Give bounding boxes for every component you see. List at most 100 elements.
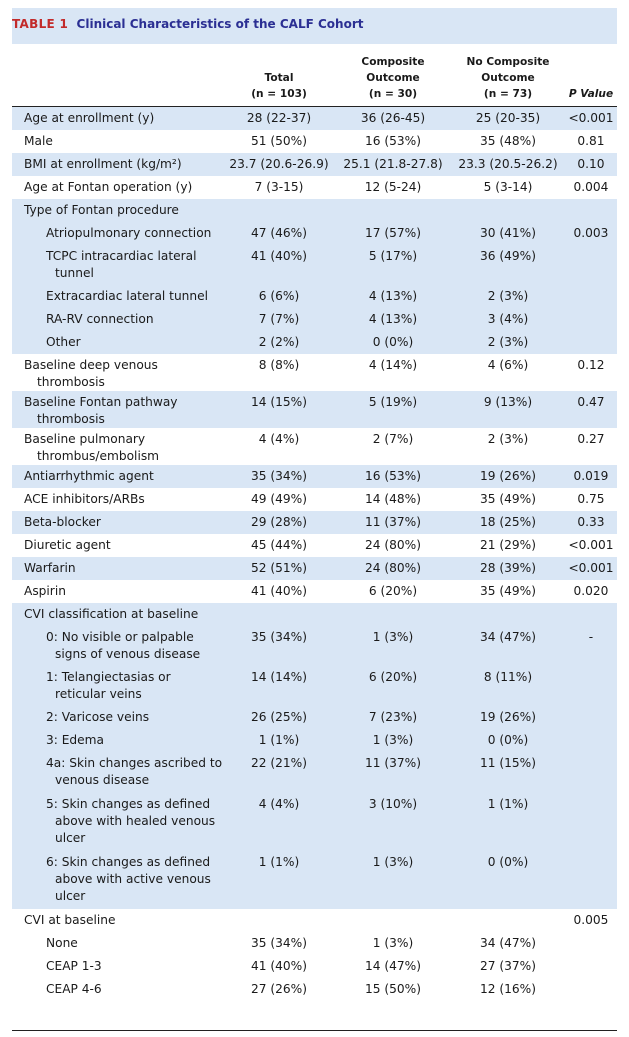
cell-p: <0.001 <box>565 556 617 580</box>
cell-nocomp: 34 (47%) <box>451 625 565 666</box>
cell-comp: 4 (14%) <box>368 357 418 372</box>
header-no-composite: No Composite Outcome (n = 73) <box>451 44 565 107</box>
cell-p: <0.001 <box>565 106 617 130</box>
cell-comp: 11 (37%) <box>335 510 451 534</box>
cell-comp: 16 (53%) <box>335 464 451 488</box>
cell-p: 0.004 <box>573 179 609 194</box>
row-label: CVI at baseline <box>24 912 116 927</box>
table-row: Warfarin 52 (51%) 24 (80%) 28 (39%) <0.001 <box>12 556 617 580</box>
row-label-cell: 4a: Skin changes ascribed to venous dise… <box>12 751 223 793</box>
cell-comp: 12 (5-24) <box>364 179 422 194</box>
cell-total <box>223 198 335 222</box>
table-body: Age at enrollment (y) 28 (22-37) 36 (26-45… <box>12 106 617 1001</box>
row-label-cell: 2: Varicose veins <box>12 705 223 729</box>
header-composite: Composite Outcome (n = 30) <box>335 44 451 107</box>
cell-nocomp: 11 (15%) <box>451 751 565 793</box>
row-label-cell: TCPC intracardiac lateral tunnel <box>12 244 223 285</box>
row-label: 2: Varicose veins <box>46 709 150 724</box>
cell-comp <box>335 602 451 626</box>
cell-p <box>565 850 617 909</box>
cell-nocomp: 36 (49%) <box>451 244 565 285</box>
cell-p <box>565 665 617 706</box>
row-label: Age at enrollment (y) <box>24 111 155 125</box>
cell-nocomp: 28 (39%) <box>451 556 565 580</box>
cell-p <box>565 751 617 793</box>
table-row: 2: Varicose veins 26 (25%) 7 (23%) 19 (26%) <box>12 705 617 729</box>
cell-comp: 3 (10%) <box>335 792 451 851</box>
cell-total: 49 (49%) <box>251 491 307 506</box>
cell-p: 0.10 <box>565 152 617 176</box>
row-label: Age at Fontan operation (y) <box>24 179 193 194</box>
cell-total: 22 (21%) <box>223 751 335 793</box>
cell-p <box>565 978 617 1001</box>
cell-total: 51 (50%) <box>251 133 307 148</box>
cell-nocomp: 27 (37%) <box>480 958 536 973</box>
row-label-cell: Baseline Fontan pathway thrombosis <box>12 390 223 428</box>
cell-total <box>223 602 335 626</box>
table-row: CVI at baseline 0.005 <box>12 909 617 932</box>
row-label-cell: Type of Fontan procedure <box>12 198 223 222</box>
cell-total: 52 (51%) <box>223 556 335 580</box>
row-label: Antiarrhythmic agent <box>24 468 154 483</box>
cell-total: 41 (40%) <box>251 583 307 598</box>
row-label: 3: Edema <box>46 732 105 747</box>
row-label: CEAP 1-3 <box>46 958 102 973</box>
cell-comp: 1 (3%) <box>335 850 451 909</box>
cell-comp: 4 (13%) <box>335 307 451 331</box>
cell-total: 47 (46%) <box>223 221 335 245</box>
row-label: None <box>46 935 78 950</box>
cell-comp: 6 (20%) <box>368 583 418 598</box>
cell-total: 14 (15%) <box>223 390 335 428</box>
row-label: Beta-blocker <box>24 514 101 529</box>
cell-nocomp: 35 (48%) <box>480 133 536 148</box>
table-title: TABLE 1 Clinical Characteristics of the … <box>12 17 363 31</box>
cell-total: 2 (2%) <box>223 330 335 354</box>
row-label: Aspirin <box>24 583 66 598</box>
cell-p <box>565 284 617 308</box>
bottom-rule <box>12 1030 617 1031</box>
cell-p <box>565 728 617 752</box>
cell-nocomp: 35 (49%) <box>480 491 536 506</box>
header-p-value: P Value <box>565 44 617 107</box>
row-label: Warfarin <box>24 560 76 575</box>
cell-p: 0.019 <box>565 464 617 488</box>
row-label-cell: Aspirin <box>12 580 223 603</box>
cell-nocomp: 19 (26%) <box>451 464 565 488</box>
row-label: 4a: Skin changes ascribed to venous dise… <box>46 755 223 787</box>
cell-nocomp: 1 (1%) <box>451 792 565 851</box>
cell-nocomp: 21 (29%) <box>480 537 536 552</box>
cell-nocomp: 34 (47%) <box>480 935 536 950</box>
cell-nocomp: 2 (3%) <box>451 284 565 308</box>
table-row: RA-RV connection 7 (7%) 4 (13%) 3 (4%) <box>12 307 617 331</box>
cell-total: 29 (28%) <box>223 510 335 534</box>
row-label-cell: 6: Skin changes as defined above with ac… <box>12 850 223 909</box>
table-row: Aspirin 41 (40%) 6 (20%) 35 (49%) 0.020 <box>12 580 617 603</box>
table-row: Antiarrhythmic agent 35 (34%) 16 (53%) 19 (… <box>12 464 617 488</box>
table-row: CVI classification at baseline <box>12 602 617 626</box>
cell-nocomp: 4 (6%) <box>487 357 529 372</box>
row-label: Other <box>46 334 81 349</box>
row-label-cell: 0: No visible or palpable signs of venou… <box>12 625 223 666</box>
row-label-cell: Atriopulmonary connection <box>12 221 223 245</box>
cell-total: 45 (44%) <box>251 537 307 552</box>
row-label-cell: None <box>12 932 223 955</box>
cell-nocomp: 0 (0%) <box>451 850 565 909</box>
table-row: CEAP 4-6 27 (26%) 15 (50%) 12 (16%) <box>12 978 617 1001</box>
cell-comp: 24 (80%) <box>365 537 421 552</box>
cell-comp <box>335 198 451 222</box>
cell-total: 14 (14%) <box>223 665 335 706</box>
row-label: Extracardiac lateral tunnel <box>46 288 209 303</box>
row-label: Baseline pulmonary thrombus/embolism <box>24 431 160 463</box>
cell-comp: 2 (7%) <box>372 431 414 446</box>
row-label: RA-RV connection <box>46 311 154 326</box>
cell-p: - <box>565 625 617 666</box>
table-row: 4a: Skin changes ascribed to venous dise… <box>12 751 617 793</box>
cell-total: 41 (40%) <box>223 244 335 285</box>
row-label-cell: Diuretic agent <box>12 534 223 557</box>
cell-total: 1 (1%) <box>223 728 335 752</box>
row-label-cell: Baseline deep venous thrombosis <box>12 354 223 391</box>
cell-total: 26 (25%) <box>223 705 335 729</box>
cell-comp: 14 (47%) <box>365 958 421 973</box>
cell-comp <box>335 909 451 932</box>
table-row: 5: Skin changes as defined above with he… <box>12 792 617 851</box>
